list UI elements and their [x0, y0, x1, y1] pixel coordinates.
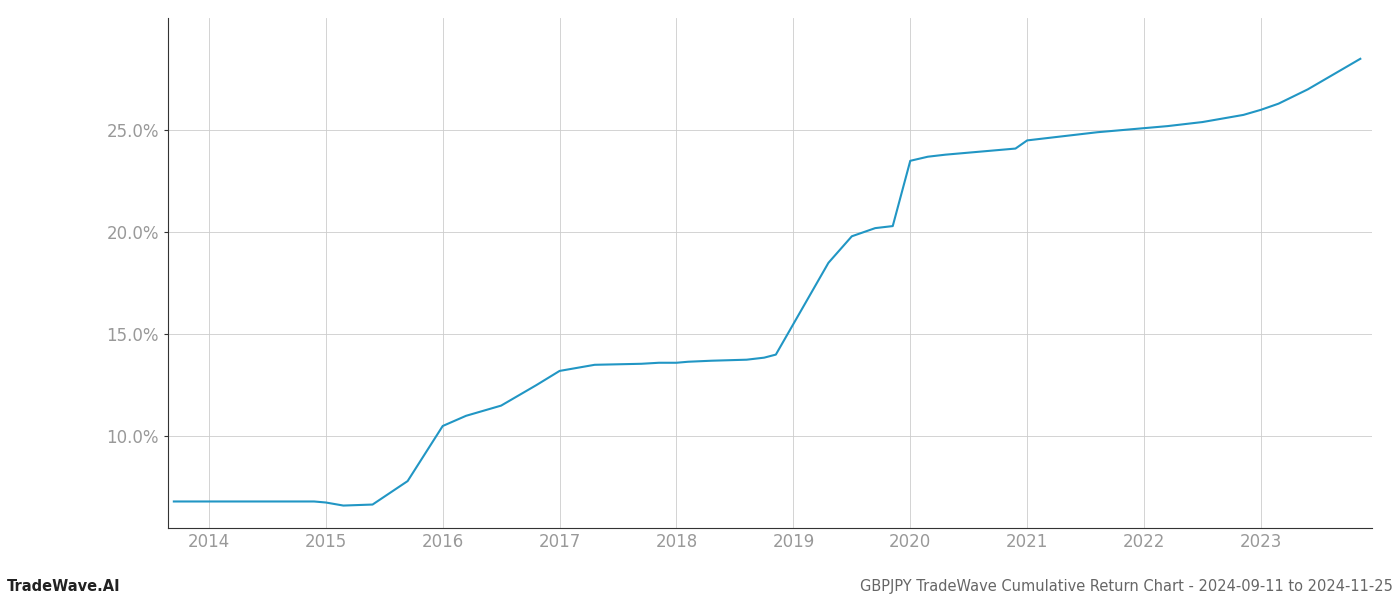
Text: TradeWave.AI: TradeWave.AI: [7, 579, 120, 594]
Text: GBPJPY TradeWave Cumulative Return Chart - 2024-09-11 to 2024-11-25: GBPJPY TradeWave Cumulative Return Chart…: [860, 579, 1393, 594]
